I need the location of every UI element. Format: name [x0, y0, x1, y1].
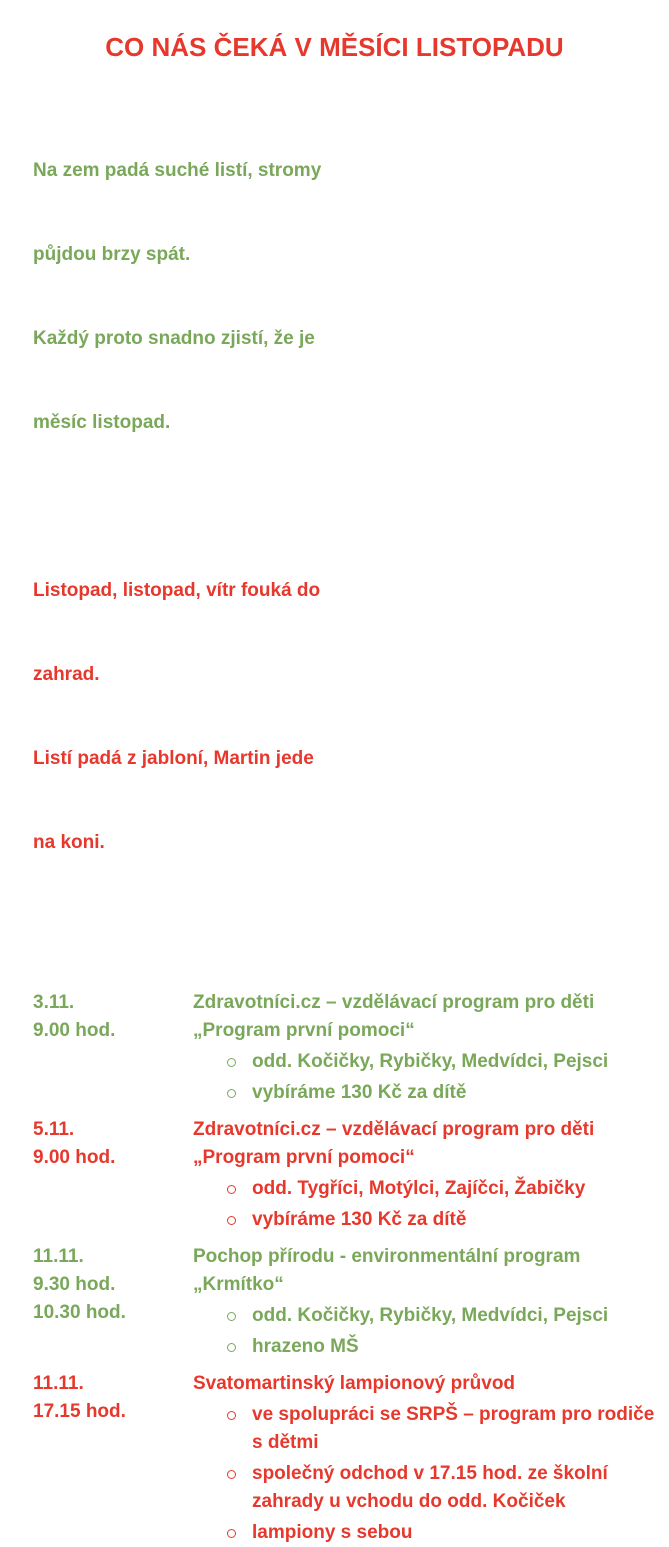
bullet-circle-icon — [227, 1529, 236, 1538]
poem-red-line-4: na koni. — [33, 832, 105, 853]
event-title: Pochop přírodu - environmentální program… — [193, 1243, 669, 1299]
entry-time: 3.11. — [33, 992, 75, 1013]
poem-green-line-3: Každý proto snadno zjistí, že je — [33, 328, 315, 349]
entry-event: Svatomartinský lampionový průvod ve spol… — [193, 1370, 669, 1547]
bullet-text: lampiony s sebou — [252, 1522, 413, 1543]
bullet-circle-icon — [227, 1185, 236, 1194]
entry-time: 9.30 hod. — [33, 1274, 116, 1295]
bullet-text: odd. Kočičky, Rybičky, Medvídci, Pejsci — [252, 1051, 609, 1072]
entry-event: Zdravotníci.cz – vzdělávací program pro … — [193, 1116, 669, 1234]
entry-times: 11.11. 9.30 hod. 10.30 hod. — [33, 1243, 193, 1327]
event-bullet: odd. Kočičky, Rybičky, Medvídci, Pejsci — [226, 1302, 669, 1330]
event-bullet: společný odchod v 17.15 hod. ze školní z… — [226, 1460, 669, 1516]
entry-time: 9.00 hod. — [33, 1147, 116, 1168]
bullet-text: vybíráme 130 Kč za dítě — [252, 1082, 467, 1103]
event-bullet: vybíráme 130 Kč za dítě — [226, 1206, 669, 1234]
bullet-circle-icon — [227, 1343, 236, 1352]
entry-times: 5.11. 9.00 hod. — [33, 1116, 193, 1172]
poem-red-line-2: zahrad. — [33, 664, 100, 685]
event-bullet: lampiony s sebou — [226, 1519, 669, 1547]
event-title-line: Zdravotníci.cz – vzdělávací program pro … — [193, 1119, 595, 1140]
bullet-text: odd. Kočičky, Rybičky, Medvídci, Pejsci — [252, 1305, 609, 1326]
poem-green-line-2: půjdou brzy spát. — [33, 244, 191, 265]
event-bullet: vybíráme 130 Kč za dítě — [226, 1079, 669, 1107]
schedule: 3.11. 9.00 hod. Zdravotníci.cz – vzděláva… — [33, 989, 669, 1547]
bullet-circle-icon — [227, 1312, 236, 1321]
bullet-circle-icon — [227, 1089, 236, 1098]
event-title-line: Pochop přírodu - environmentální program — [193, 1246, 581, 1267]
entry-event: Pochop přírodu - environmentální program… — [193, 1243, 669, 1361]
event-title-line: Zdravotníci.cz – vzdělávací program pro … — [193, 992, 595, 1013]
schedule-entry: 11.11. 17.15 hod. Svatomartinský lampiono… — [33, 1370, 669, 1547]
entry-time: 11.11. — [33, 1246, 84, 1267]
entry-time: 9.00 hod. — [33, 1020, 116, 1041]
poem-red-line-3: Listí padá z jabloní, Martin jede — [33, 748, 314, 769]
event-title-line: „Program první pomoci“ — [193, 1147, 415, 1168]
entry-times: 3.11. 9.00 hod. — [33, 989, 193, 1045]
event-title: Svatomartinský lampionový průvod — [193, 1370, 669, 1398]
event-bullets: odd. Kočičky, Rybičky, Medvídci, Pejsci h… — [193, 1302, 669, 1361]
event-bullet: odd. Tygříci, Motýlci, Zajíčci, Žabičky — [226, 1175, 669, 1203]
event-bullet: odd. Kočičky, Rybičky, Medvídci, Pejsci — [226, 1048, 669, 1076]
event-bullets: odd. Tygříci, Motýlci, Zajíčci, Žabičky v… — [193, 1175, 669, 1234]
entry-time: 10.30 hod. — [33, 1302, 126, 1323]
event-title-line: Svatomartinský lampionový průvod — [193, 1373, 516, 1394]
event-bullets: ve spolupráci se SRPŠ – program pro rodi… — [193, 1401, 669, 1547]
event-title: Zdravotníci.cz – vzdělávací program pro … — [193, 1116, 669, 1172]
event-title-line: „Program první pomoci“ — [193, 1020, 415, 1041]
event-bullet: ve spolupráci se SRPŠ – program pro rodi… — [226, 1401, 669, 1457]
bullet-text: vybíráme 130 Kč za dítě — [252, 1209, 467, 1230]
entry-time: 11.11. — [33, 1373, 84, 1394]
entry-time: 17.15 hod. — [33, 1401, 126, 1422]
page-title: CO NÁS ČEKÁ V MĚSÍCI LISTOPADU — [105, 32, 564, 62]
poem-green: Na zem padá suché listí, stromy půjdou b… — [33, 101, 669, 493]
bullet-circle-icon — [227, 1470, 236, 1479]
event-bullet: hrazeno MŠ — [226, 1333, 669, 1361]
entry-times: 11.11. 17.15 hod. — [33, 1370, 193, 1426]
event-title-line: „Krmítko“ — [193, 1274, 284, 1295]
bullet-text: odd. Tygříci, Motýlci, Zajíčci, Žabičky — [252, 1178, 586, 1199]
bullet-circle-icon — [227, 1216, 236, 1225]
schedule-entry: 5.11. 9.00 hod. Zdravotníci.cz – vzděláva… — [33, 1116, 669, 1234]
bullet-circle-icon — [227, 1058, 236, 1067]
entry-time: 5.11. — [33, 1119, 75, 1140]
bullet-circle-icon — [227, 1411, 236, 1420]
bullet-text: ve spolupráci se SRPŠ – program pro rodi… — [252, 1404, 655, 1453]
poem-red: Listopad, listopad, vítr fouká do zahrad… — [33, 521, 669, 913]
document-page: CO NÁS ČEKÁ V MĚSÍCI LISTOPADU Na zem pa… — [33, 32, 669, 1543]
poem-green-line-4: měsíc listopad. — [33, 412, 171, 433]
poem-red-line-1: Listopad, listopad, vítr fouká do — [33, 580, 321, 601]
event-bullets: odd. Kočičky, Rybičky, Medvídci, Pejsci v… — [193, 1048, 669, 1107]
event-title: Zdravotníci.cz – vzdělávací program pro … — [193, 989, 669, 1045]
bullet-text: hrazeno MŠ — [252, 1336, 359, 1357]
schedule-entry: 11.11. 9.30 hod. 10.30 hod. Pochop přírodu… — [33, 1243, 669, 1361]
entry-event: Zdravotníci.cz – vzdělávací program pro … — [193, 989, 669, 1107]
schedule-entry: 3.11. 9.00 hod. Zdravotníci.cz – vzděláva… — [33, 989, 669, 1107]
poem-green-line-1: Na zem padá suché listí, stromy — [33, 160, 322, 181]
bullet-text: společný odchod v 17.15 hod. ze školní z… — [252, 1463, 608, 1512]
